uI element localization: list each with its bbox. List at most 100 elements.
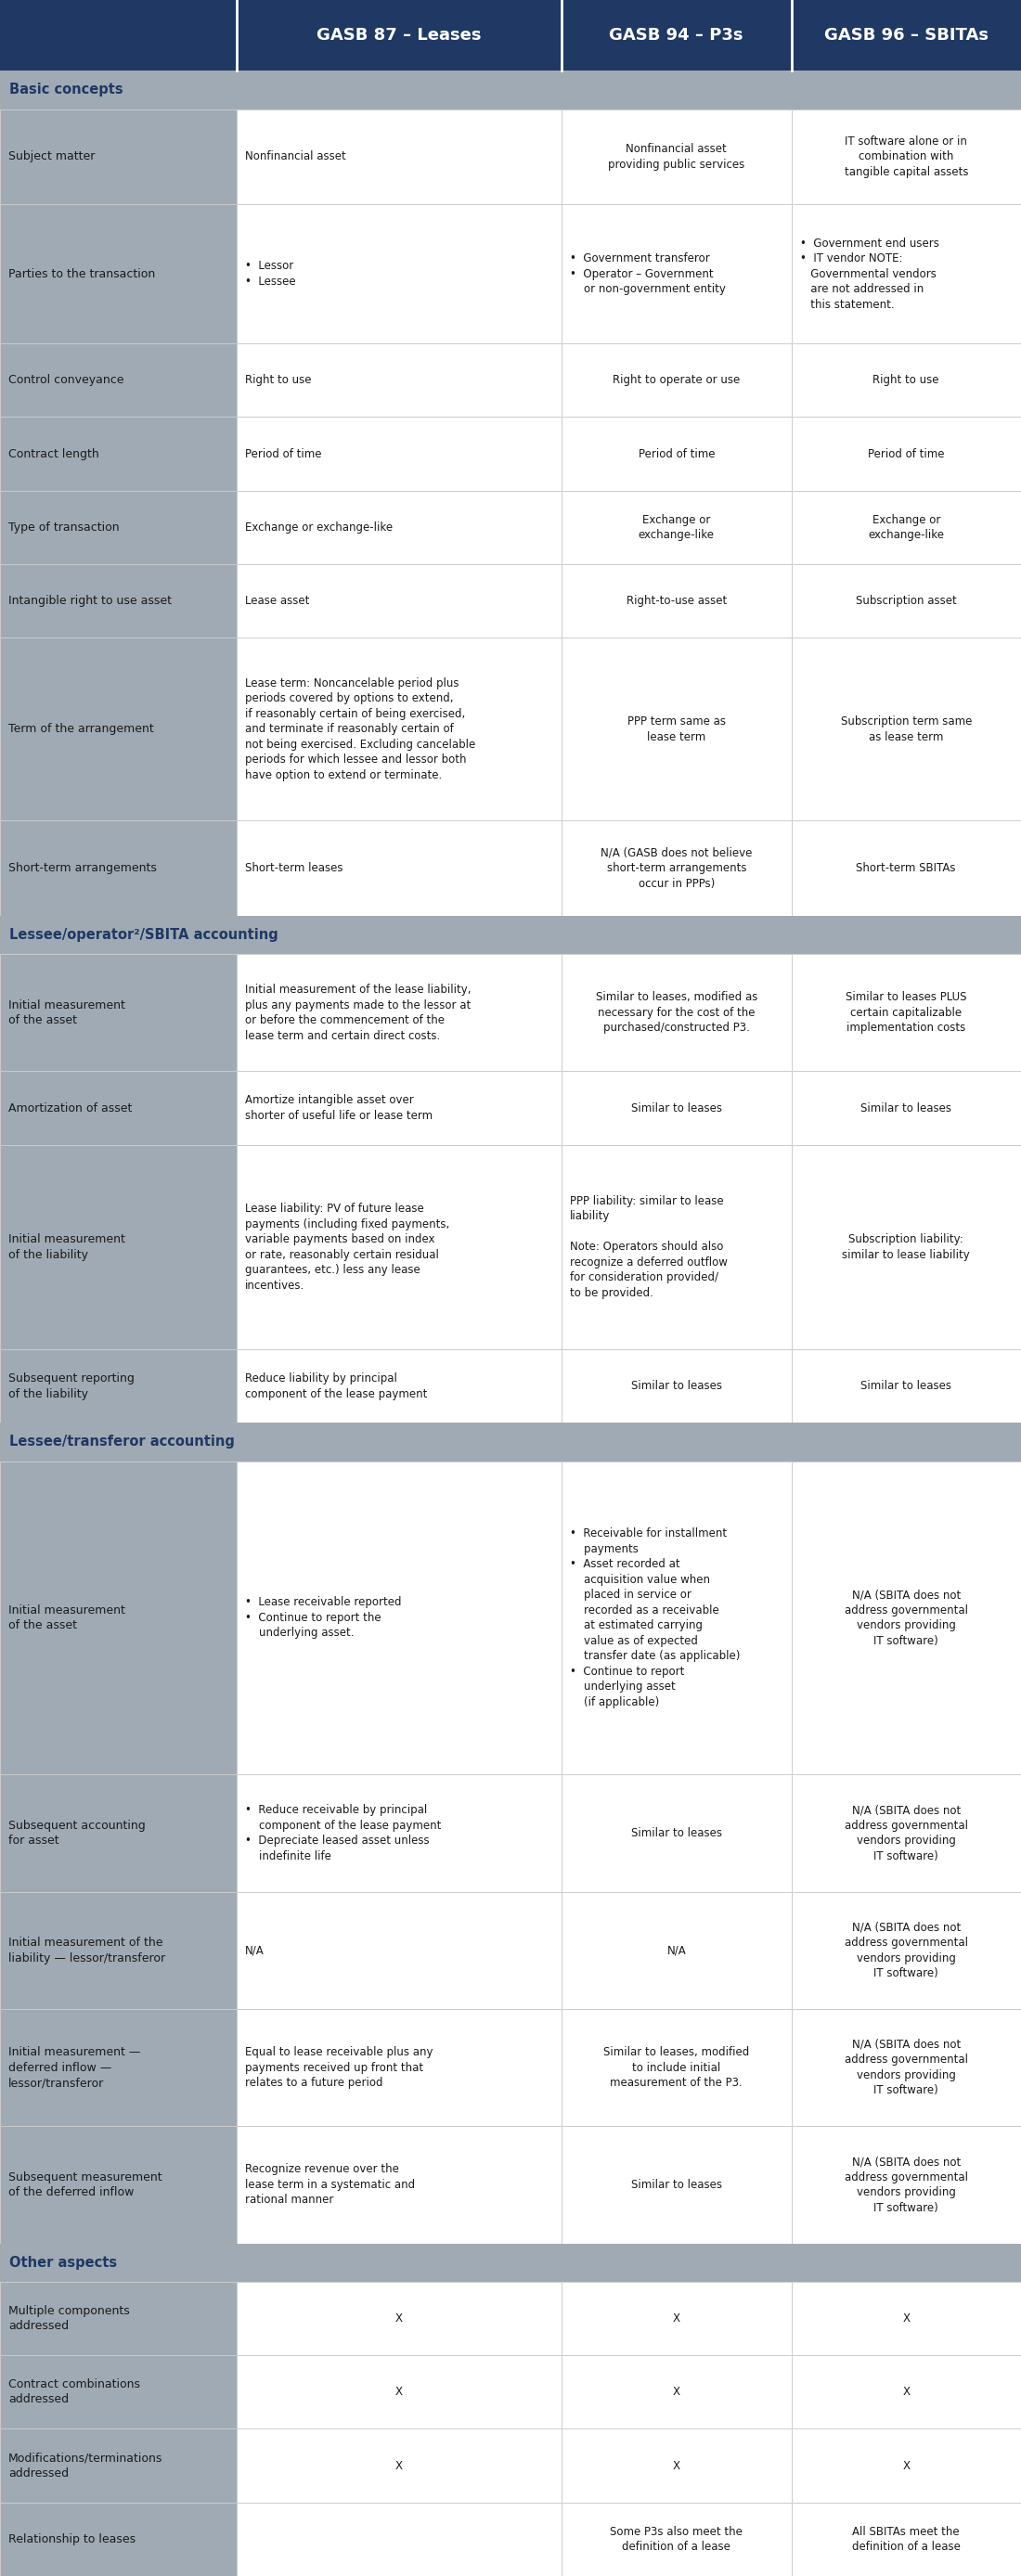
Text: Right-to-use asset: Right-to-use asset (626, 595, 727, 608)
Text: Reduce liability by principal
component of the lease payment: Reduce liability by principal component … (245, 1373, 428, 1399)
Text: Similar to leases PLUS
certain capitalizable
implementation costs: Similar to leases PLUS certain capitaliz… (845, 992, 967, 1033)
Text: Lease term: Noncancelable period plus
periods covered by options to extend,
if r: Lease term: Noncancelable period plus pe… (245, 677, 476, 781)
Text: Lessee/operator²/SBITA accounting: Lessee/operator²/SBITA accounting (9, 927, 278, 943)
Bar (791, 343, 1021, 417)
Bar (562, 564, 791, 639)
Bar (0, 822, 237, 917)
Bar (562, 639, 791, 822)
Bar (0, 2354, 237, 2429)
Bar (0, 489, 237, 564)
Text: X: X (903, 2313, 910, 2324)
Bar (0, 2501, 237, 2576)
Text: Initial measurement
of the liability: Initial measurement of the liability (8, 1234, 126, 1260)
Text: Initial measurement of the lease liability,
plus any payments made to the lessor: Initial measurement of the lease liabili… (245, 984, 472, 1041)
Text: Period of time: Period of time (245, 448, 322, 461)
Bar (0, 822, 237, 917)
Bar (791, 1461, 1021, 1775)
Bar (562, 489, 791, 564)
Bar (562, 2282, 791, 2354)
Text: Short-term leases: Short-term leases (245, 863, 343, 873)
Bar (562, 2429, 791, 2501)
Text: Period of time: Period of time (638, 448, 715, 461)
Bar (0, 2282, 237, 2354)
Text: X: X (903, 2385, 910, 2398)
Text: Type of transaction: Type of transaction (8, 520, 119, 533)
Text: Right to use: Right to use (873, 374, 939, 386)
Bar (237, 1891, 562, 2009)
Bar (791, 2009, 1021, 2125)
Text: Amortize intangible asset over
shorter of useful life or lease term: Amortize intangible asset over shorter o… (245, 1095, 433, 1121)
Text: Lessee/transferor accounting: Lessee/transferor accounting (9, 1435, 235, 1448)
Text: Similar to leases, modified as
necessary for the cost of the
purchased/construct: Similar to leases, modified as necessary… (595, 992, 758, 1033)
Bar (237, 343, 562, 417)
Bar (0, 2244, 1021, 2282)
Text: Right to use: Right to use (245, 374, 311, 386)
Text: •  Lessor
•  Lessee: • Lessor • Lessee (245, 260, 296, 289)
Bar (0, 417, 237, 489)
Bar (562, 1461, 791, 1775)
Bar (237, 2125, 562, 2244)
Text: Similar to leases: Similar to leases (631, 1103, 722, 1115)
Bar (237, 1072, 562, 1144)
Text: Nonfinancial asset: Nonfinancial asset (245, 152, 346, 162)
Bar (791, 1144, 1021, 1350)
Bar (237, 2501, 562, 2576)
Text: Exchange or exchange-like: Exchange or exchange-like (245, 520, 393, 533)
Bar (237, 1072, 562, 1144)
Bar (0, 2244, 1021, 2282)
Bar (791, 1891, 1021, 2009)
Bar (562, 564, 791, 639)
Bar (237, 2354, 562, 2429)
Bar (791, 2354, 1021, 2429)
Text: Similar to leases: Similar to leases (861, 1381, 952, 1391)
Bar (237, 2282, 562, 2354)
Bar (562, 1350, 791, 1422)
Text: Lease liability: PV of future lease
payments (including fixed payments,
variable: Lease liability: PV of future lease paym… (245, 1203, 449, 1291)
Bar (237, 564, 562, 639)
Text: Similar to leases: Similar to leases (861, 1103, 952, 1115)
Bar (237, 639, 562, 822)
Bar (562, 1144, 791, 1350)
Text: GASB 96 – SBITAs: GASB 96 – SBITAs (824, 28, 988, 44)
Text: Right to operate or use: Right to operate or use (613, 374, 740, 386)
Bar (562, 204, 791, 343)
Bar (0, 953, 237, 1072)
Bar (791, 1775, 1021, 1891)
Bar (0, 417, 237, 489)
Bar (0, 639, 237, 822)
Text: X: X (395, 2313, 403, 2324)
Bar (0, 1461, 237, 1775)
Bar (237, 2429, 562, 2501)
Bar (791, 953, 1021, 1072)
Text: Equal to lease receivable plus any
payments received up front that
relates to a : Equal to lease receivable plus any payme… (245, 2045, 433, 2089)
Bar (0, 917, 1021, 953)
Text: N/A (SBITA does not
address governmental
vendors providing
IT software): N/A (SBITA does not address governmental… (844, 1589, 968, 1646)
Bar (0, 2125, 237, 2244)
Bar (0, 1461, 237, 1775)
Bar (237, 1350, 562, 1422)
Bar (0, 564, 237, 639)
Bar (562, 2501, 791, 2576)
Bar (791, 2354, 1021, 2429)
Bar (791, 639, 1021, 822)
Bar (237, 1461, 562, 1775)
Bar (237, 417, 562, 489)
Bar (791, 1072, 1021, 1144)
Bar (0, 1144, 237, 1350)
Bar (0, 2429, 237, 2501)
Text: Initial measurement
of the asset: Initial measurement of the asset (8, 1605, 126, 1631)
Bar (791, 1461, 1021, 1775)
Text: Similar to leases: Similar to leases (631, 1381, 722, 1391)
Text: Other aspects: Other aspects (9, 2257, 117, 2269)
Bar (237, 2501, 562, 2576)
Bar (791, 489, 1021, 564)
Bar (237, 1144, 562, 1350)
Bar (791, 1144, 1021, 1350)
Text: X: X (673, 2385, 680, 2398)
Bar (237, 204, 562, 343)
Bar (0, 1775, 237, 1891)
Text: Recognize revenue over the
lease term in a systematic and
rational manner: Recognize revenue over the lease term in… (245, 2164, 416, 2205)
Text: •  Lease receivable reported
•  Continue to report the
    underlying asset.: • Lease receivable reported • Continue t… (245, 1597, 401, 1638)
Bar (0, 72, 1021, 108)
Text: PPP term same as
lease term: PPP term same as lease term (627, 716, 726, 742)
